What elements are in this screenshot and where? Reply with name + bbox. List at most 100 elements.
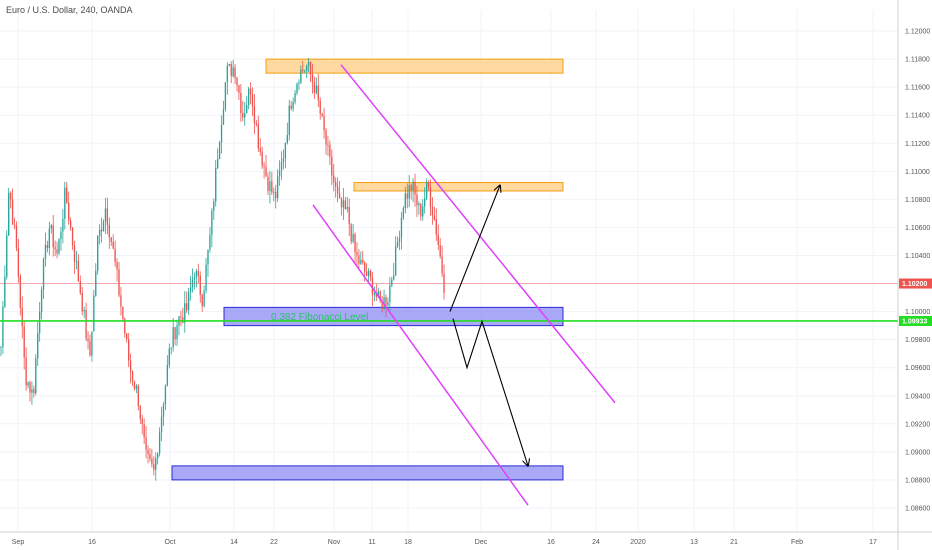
- y-tick-label: 1.10000: [905, 309, 930, 316]
- candle-body: [369, 270, 372, 278]
- y-tick-label: 1.10800: [905, 197, 930, 204]
- candle-body: [135, 385, 138, 389]
- candle-body: [427, 182, 430, 188]
- x-tick-label: 16: [547, 539, 555, 546]
- candle-body: [336, 186, 339, 194]
- candle-body: [124, 319, 126, 334]
- candle-body: [153, 464, 155, 470]
- x-tick-label: 13: [690, 539, 698, 546]
- x-tick-label: 18: [404, 539, 412, 546]
- candle-body: [56, 249, 58, 254]
- candle-body: [50, 225, 52, 229]
- candle-body: [151, 458, 153, 465]
- candle-body: [240, 92, 242, 114]
- candle-body: [292, 102, 294, 109]
- candle-body: [377, 291, 379, 297]
- candle-body: [302, 69, 304, 72]
- candle-body: [11, 199, 14, 225]
- candle-body: [25, 357, 27, 386]
- candle-body: [313, 81, 316, 93]
- candle-body: [238, 85, 240, 93]
- candle-body: [246, 105, 248, 114]
- y-tick-label: 1.11800: [905, 57, 930, 64]
- x-tick-label: 24: [592, 539, 600, 546]
- candle-body: [52, 225, 54, 248]
- candle-body: [9, 192, 12, 200]
- candle-body: [0, 346, 2, 348]
- price-zones: [171, 58, 564, 481]
- projection-arrow: [449, 185, 500, 312]
- candle-body: [263, 165, 265, 167]
- candle-body: [4, 276, 6, 307]
- candle-body: [234, 67, 236, 78]
- candle-body: [216, 158, 219, 168]
- x-tick-label: 16: [88, 539, 96, 546]
- candle-body: [104, 208, 107, 222]
- candle-body: [201, 294, 203, 307]
- projection-arrow: [452, 318, 528, 466]
- y-tick-label: 1.12000: [905, 29, 930, 36]
- candle-body: [284, 142, 287, 159]
- candle-body: [352, 234, 354, 242]
- y-tick-label: 1.08600: [905, 505, 930, 512]
- candle-body: [402, 208, 405, 218]
- candle-body: [406, 193, 408, 199]
- candle-body: [205, 264, 207, 291]
- current-price-label: 1.10200: [902, 281, 927, 288]
- candle-body: [220, 124, 223, 143]
- candle-body: [420, 203, 422, 217]
- candle-body: [166, 364, 169, 386]
- candle-body: [187, 291, 190, 311]
- y-tick-label: 1.11200: [905, 141, 930, 148]
- candle-body: [271, 181, 273, 193]
- candle-body: [133, 381, 136, 389]
- candle-body: [410, 185, 412, 191]
- candle-body: [319, 100, 321, 114]
- candle-body: [180, 316, 182, 318]
- candle-body: [307, 62, 310, 66]
- candle-body: [282, 158, 285, 162]
- y-tick-label: 1.09400: [905, 393, 930, 400]
- candle-body: [193, 277, 196, 280]
- candle-body: [331, 156, 333, 176]
- candle-body: [35, 358, 37, 394]
- candle-body: [110, 237, 112, 242]
- candle-body: [147, 449, 149, 455]
- candle-body: [398, 237, 401, 242]
- candle-body: [155, 458, 157, 470]
- candle-body: [186, 303, 188, 311]
- candle-body: [31, 389, 33, 393]
- candle-body: [362, 259, 364, 263]
- candle-body: [350, 224, 352, 242]
- channel-line: [340, 64, 616, 404]
- candle-body: [141, 418, 143, 425]
- candle-body: [211, 210, 213, 236]
- candle-body: [232, 67, 234, 77]
- candle-body: [224, 82, 227, 110]
- candle-body: [38, 311, 41, 333]
- candle-body: [269, 181, 271, 192]
- candle-body: [120, 295, 122, 307]
- chart-title: Euro / U.S. Dollar, 240, OANDA: [6, 5, 133, 15]
- candle-body: [139, 406, 141, 419]
- candle-body: [209, 235, 211, 250]
- candle-body: [340, 198, 343, 208]
- candle-body: [83, 309, 85, 312]
- candle-body: [367, 270, 370, 277]
- candle-body: [60, 231, 62, 240]
- candle-body: [422, 206, 424, 217]
- candle-body: [64, 187, 66, 219]
- candle-body: [364, 262, 366, 272]
- candle-body: [226, 65, 229, 83]
- candle-body: [207, 249, 209, 265]
- candle-body: [162, 404, 165, 417]
- candle-body: [143, 424, 145, 438]
- candle-body: [236, 77, 238, 86]
- candle-body: [129, 360, 132, 372]
- candle-body: [333, 175, 335, 183]
- candle-body: [261, 151, 263, 166]
- candle-body: [439, 245, 441, 257]
